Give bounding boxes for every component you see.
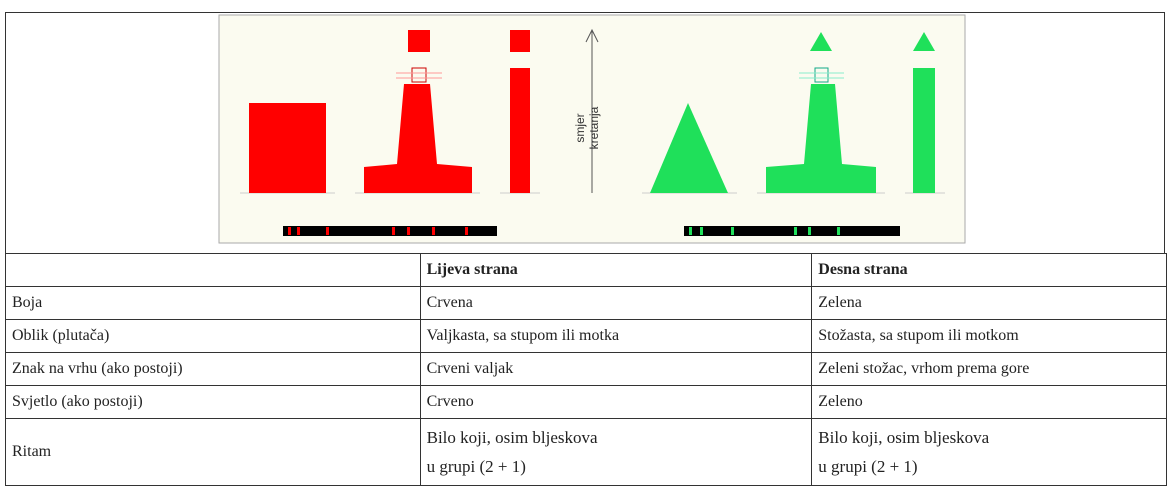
figure: smjer kretanja — [218, 14, 966, 244]
red-marks — [249, 30, 530, 193]
label-cell: Boja — [5, 286, 421, 320]
buoy-table: Lijeva strana Desna strana Boja Crvena Zel… — [5, 253, 1167, 486]
rhythm-flashes — [288, 227, 468, 235]
direction-arrow — [585, 28, 599, 193]
figure-frame — [5, 12, 1165, 253]
label-cell: Ritam — [5, 418, 421, 486]
left-cell: Bilo koji, osim bljeskova u grupi (2 + 1) — [419, 418, 813, 486]
cell-line: u grupi (2 + 1) — [818, 457, 918, 476]
rhythm-flashes — [689, 227, 840, 235]
right-cell: Zelena — [811, 286, 1167, 320]
left-cell: Valjkasta, sa stupom ili motka — [419, 319, 813, 353]
table-row: Ritam Bilo koji, osim bljeskova u grupi (2… — [5, 418, 1167, 486]
cell-line: u grupi (2 + 1) — [426, 457, 526, 476]
left-cell: Crveno — [419, 385, 813, 419]
table-row: Znak na vrhu (ako postoji) Crveni valjak Z… — [5, 352, 1167, 386]
label-cell: Znak na vrhu (ako postoji) — [5, 352, 421, 386]
cell-line: Bilo koji, osim bljeskova — [426, 428, 598, 447]
header-cell: Desna strana — [811, 253, 1167, 287]
right-cell: Bilo koji, osim bljeskova u grupi (2 + 1) — [811, 418, 1167, 486]
left-cell: Crvena — [419, 286, 813, 320]
rhythm-bar — [684, 226, 900, 236]
cell-line: Bilo koji, osim bljeskova — [818, 428, 990, 447]
left-cell: Crveni valjak — [419, 352, 813, 386]
table-row: Boja Crvena Zelena — [5, 286, 1167, 320]
header-cell: Lijeva strana — [419, 253, 813, 287]
green-marks — [650, 32, 935, 193]
header-cell — [5, 253, 421, 287]
header-row: Lijeva strana Desna strana — [5, 253, 1167, 287]
right-cell: Zeleno — [811, 385, 1167, 419]
right-cell: Stožasta, sa stupom ili motkom — [811, 319, 1167, 353]
label-cell: Svjetlo (ako postoji) — [5, 385, 421, 419]
direction-label: smjer — [573, 113, 587, 142]
label-cell: Oblik (plutača) — [5, 319, 421, 353]
rhythm-bar — [283, 226, 497, 236]
table-row: Svjetlo (ako postoji) Crveno Zeleno — [5, 385, 1167, 419]
direction-label: kretanja — [587, 106, 601, 149]
right-cell: Zeleni stožac, vrhom prema gore — [811, 352, 1167, 386]
table-row: Oblik (plutača) Valjkasta, sa stupom ili … — [5, 319, 1167, 353]
